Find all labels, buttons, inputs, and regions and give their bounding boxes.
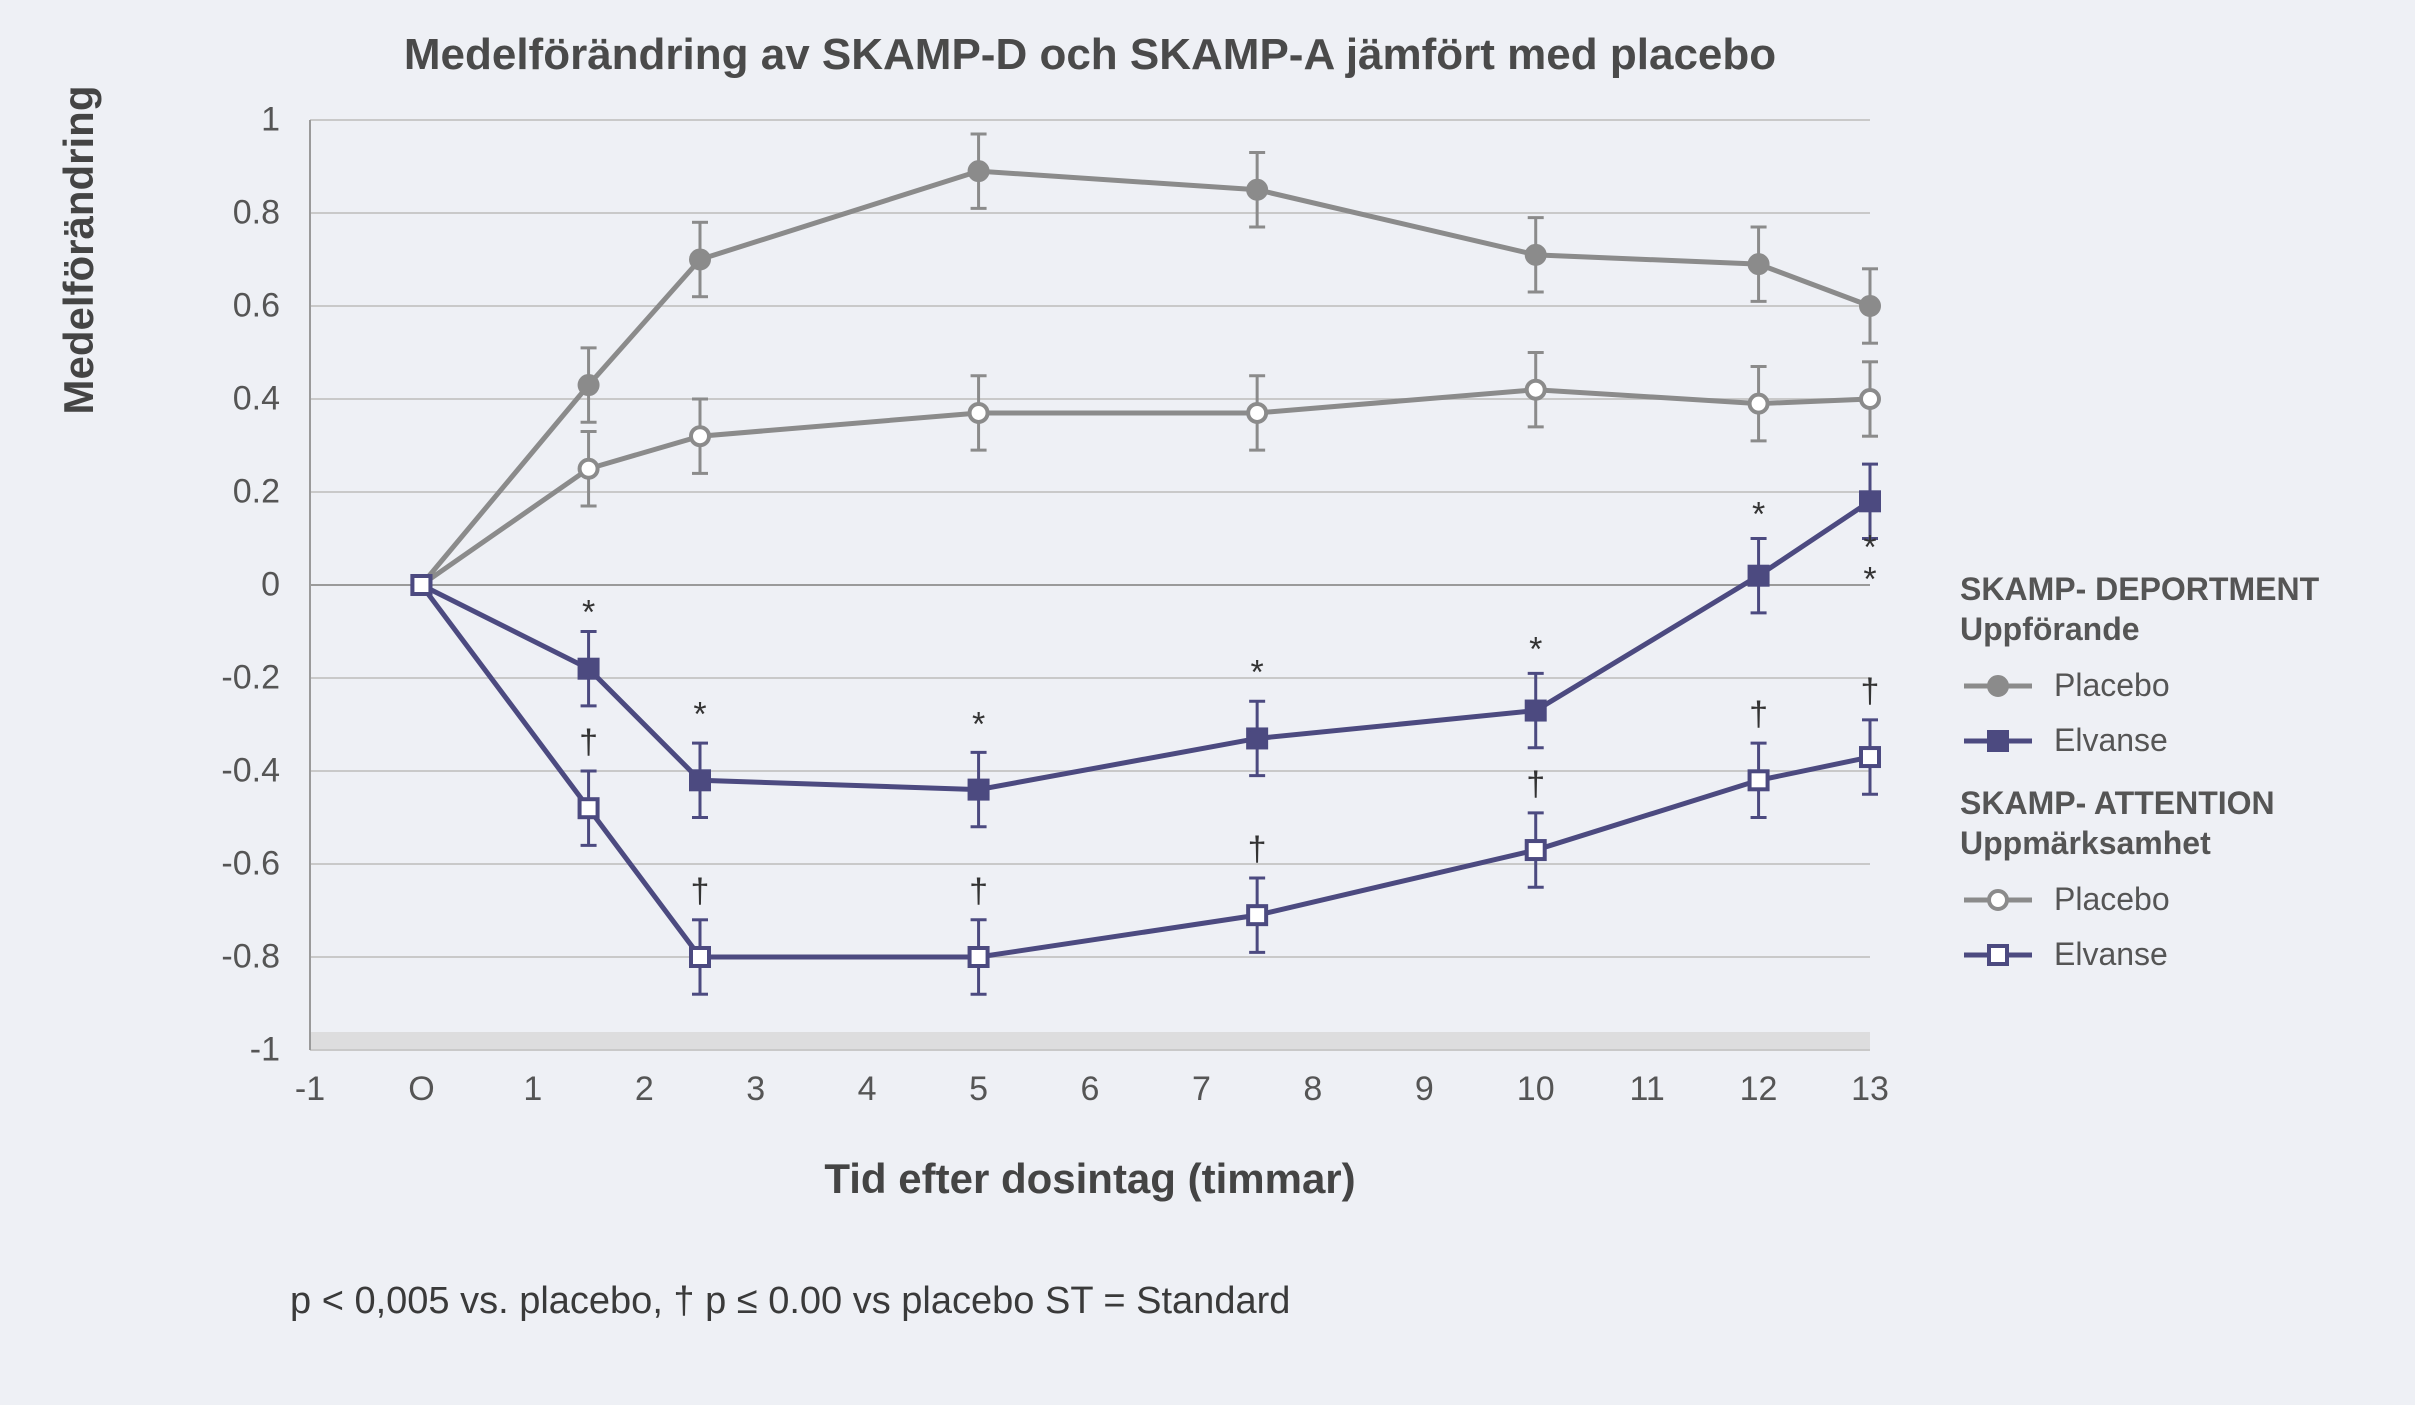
legend-item-label: Placebo (2054, 881, 2170, 918)
legend-swatch-icon (1960, 937, 2036, 973)
x-tick-label: 9 (1394, 1070, 1454, 1109)
x-tick-label: -1 (280, 1070, 340, 1109)
chart-plot-area (290, 110, 1890, 1060)
x-axis-label: Tid efter dosintag (timmar) (290, 1155, 1890, 1203)
x-tick-label: 12 (1729, 1070, 1789, 1109)
x-tick-label: 6 (1060, 1070, 1120, 1109)
y-tick-label: -1 (160, 1031, 280, 1070)
x-tick-label: 1 (503, 1070, 563, 1109)
x-tick-label: 3 (726, 1070, 786, 1109)
y-tick-label: 0 (160, 566, 280, 605)
x-tick-label: 5 (949, 1070, 1009, 1109)
chart-legend: SKAMP- DEPORTMENTUppförande Placebo Elva… (1960, 545, 2380, 973)
legend-item-label: Placebo (2054, 667, 2170, 704)
legend-item-label: Elvanse (2054, 936, 2168, 973)
x-tick-label: 13 (1840, 1070, 1900, 1109)
y-tick-label: 0.2 (160, 473, 280, 512)
x-tick-label: 8 (1283, 1070, 1343, 1109)
y-tick-label: 0.8 (160, 194, 280, 233)
chart-title: Medelförändring av SKAMP-D och SKAMP-A j… (290, 30, 1890, 80)
chart-figure: Medelförändring av SKAMP-D och SKAMP-A j… (0, 0, 2415, 1405)
legend-block-title: SKAMP- DEPORTMENTUppförande (1960, 569, 2380, 649)
legend-item: Elvanse (1960, 936, 2380, 973)
legend-item: Elvanse (1960, 722, 2380, 759)
x-tick-label: 11 (1617, 1070, 1677, 1109)
y-axis-label: Medelförändring (55, 0, 103, 550)
y-tick-label: -0.6 (160, 845, 280, 884)
y-tick-label: 0.6 (160, 287, 280, 326)
legend-item-label: Elvanse (2054, 722, 2168, 759)
legend-swatch-icon (1960, 723, 2036, 759)
y-tick-label: -0.2 (160, 659, 280, 698)
x-tick-label: 7 (1171, 1070, 1231, 1109)
legend-block-title: SKAMP- ATTENTIONUppmärksamhet (1960, 783, 2380, 863)
chart-svg (290, 110, 1890, 1060)
x-tick-label: 4 (837, 1070, 897, 1109)
x-tick-label: 2 (614, 1070, 674, 1109)
y-tick-label: -0.8 (160, 938, 280, 977)
y-tick-label: 1 (160, 101, 280, 140)
legend-swatch-icon (1960, 882, 2036, 918)
legend-swatch-icon (1960, 668, 2036, 704)
legend-item: Placebo (1960, 881, 2380, 918)
y-tick-label: -0.4 (160, 752, 280, 791)
x-tick-label: 10 (1506, 1070, 1566, 1109)
legend-item: Placebo (1960, 667, 2380, 704)
chart-footnote: p < 0,005 vs. placebo, † p ≤ 0.00 vs pla… (290, 1280, 1290, 1323)
x-tick-label: O (391, 1070, 451, 1109)
y-tick-label: 0.4 (160, 380, 280, 419)
